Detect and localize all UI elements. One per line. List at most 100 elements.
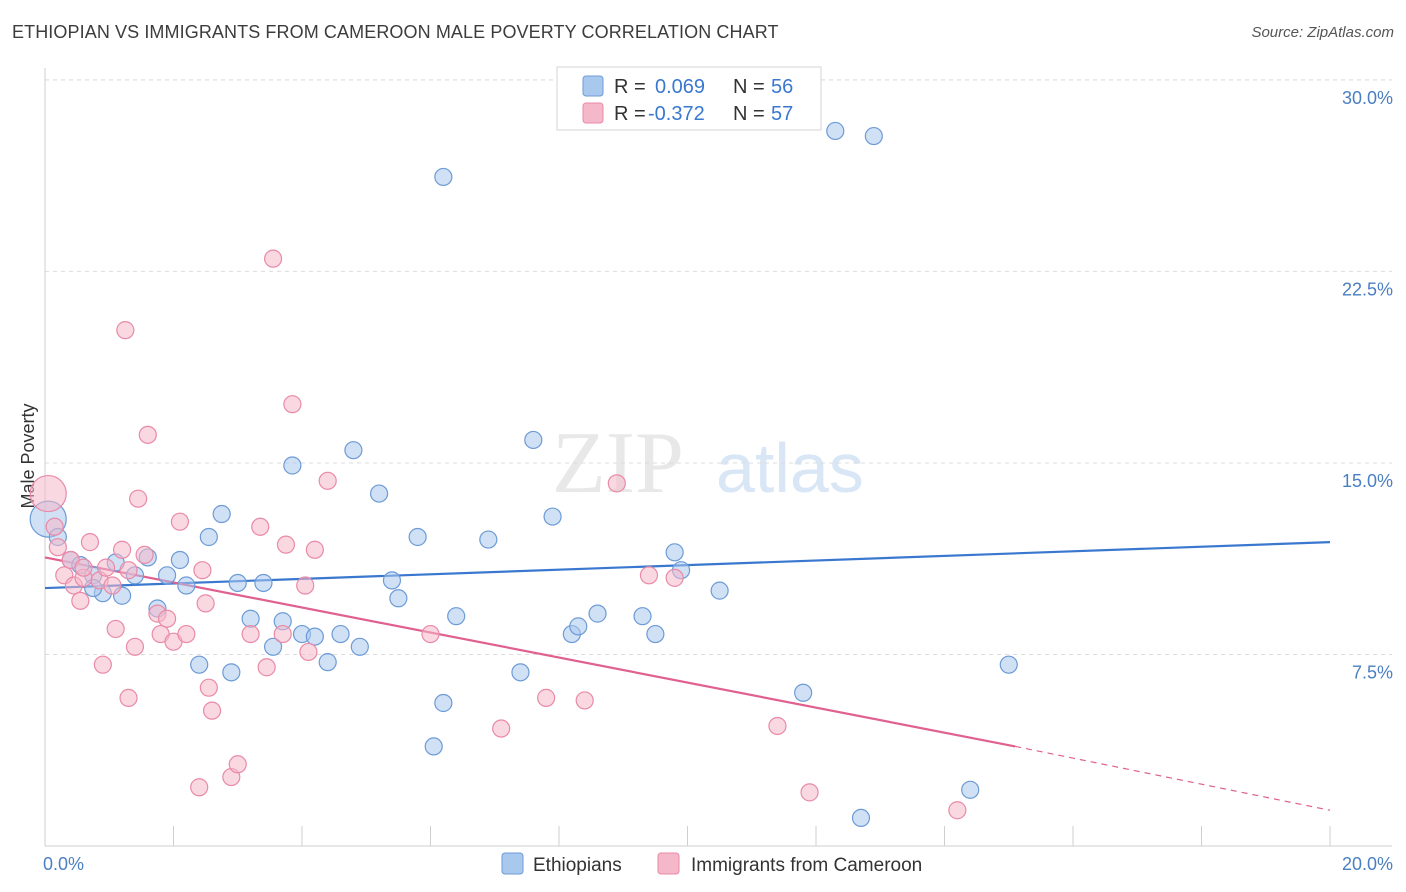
ethiopian-point	[961, 780, 980, 799]
cameroon-point	[263, 249, 283, 268]
top-legend: R = 0.069 N = 56 R = -0.372 N = 57	[556, 66, 822, 131]
bottom-legend-label-cameroon: Immigrants from Cameroon	[691, 855, 922, 876]
bottom-legend-label-ethiopians: Ethiopians	[533, 855, 622, 876]
chart-source: Source: ZipAtlas.com	[1251, 24, 1394, 41]
ethiopian-point	[331, 624, 350, 644]
ethiopian-point	[241, 609, 260, 628]
ethiopian-point	[524, 430, 543, 450]
ethiopian-point	[170, 550, 190, 570]
ethiopian-point	[408, 527, 427, 547]
cameroon-point	[170, 512, 190, 531]
y-tick-label: 7.5%	[1352, 662, 1393, 682]
data-points	[29, 121, 1018, 828]
legend-n-label-ethiopians: N =	[733, 76, 765, 98]
cameroon-point	[421, 624, 440, 644]
cameroon-point	[190, 778, 209, 797]
cameroon-point	[116, 321, 135, 340]
ethiopian-point	[710, 581, 729, 600]
legend-r-value-ethiopians: 0.069	[655, 76, 705, 98]
cameroon-point	[96, 558, 116, 577]
ethiopian-point	[389, 589, 408, 608]
cameroon-point	[119, 561, 138, 580]
cameroon-point	[138, 425, 157, 444]
cameroon-point	[106, 619, 125, 639]
cameroon-point	[665, 568, 684, 587]
axes	[44, 68, 1392, 847]
cameroon-point	[768, 716, 787, 736]
ethiopian-point	[263, 637, 283, 656]
ethiopian-point	[318, 653, 337, 672]
legend-swatch-ethiopians	[582, 75, 604, 97]
cameroon-point	[135, 545, 154, 564]
cameroon-point	[196, 594, 215, 613]
ethiopian-point	[199, 527, 218, 547]
chart-title: ETHIOPIAN VS IMMIGRANTS FROM CAMEROON MA…	[12, 22, 779, 42]
ethiopian-point	[254, 573, 273, 593]
cameroon-point	[283, 395, 302, 414]
cameroon-point	[276, 535, 296, 554]
legend-r-value-cameroon: -0.372	[648, 103, 705, 125]
cameroon-point	[305, 540, 324, 559]
watermark: ZIP atlas	[552, 415, 864, 512]
ethiopian-point	[157, 566, 177, 585]
bottom-legend-swatch-ethiopians	[501, 852, 524, 875]
watermark-atlas: atlas	[716, 429, 864, 507]
ethiopian-point	[434, 693, 453, 713]
cameroon-point	[45, 517, 64, 536]
ethiopian-point	[864, 126, 883, 146]
cameroon-point	[251, 517, 270, 536]
cameroon-point	[318, 471, 337, 490]
bottom-legend: Ethiopians Immigrants from Cameroon	[501, 852, 922, 876]
ethiopian-point	[370, 484, 389, 503]
ethiopian-point	[447, 607, 466, 626]
cameroon-point	[112, 540, 132, 559]
cameroon-point	[103, 576, 122, 595]
trend-line-cameroon	[44, 556, 1016, 748]
cameroon-point	[273, 624, 292, 644]
cameroon-point	[296, 576, 315, 595]
ethiopian-point	[190, 655, 209, 674]
ethiopian-point	[212, 504, 231, 524]
y-tick-label: 22.5%	[1342, 279, 1393, 299]
gridlines	[45, 79, 1392, 655]
x-tick-label: 0.0%	[43, 854, 84, 874]
ethiopian-point	[826, 121, 845, 141]
cameroon-point	[48, 538, 67, 557]
legend-r-label-ethiopians: R =	[614, 76, 646, 98]
ethiopian-point	[305, 627, 324, 646]
cameroon-point	[71, 591, 90, 610]
y-tick-label: 30.0%	[1342, 88, 1393, 108]
trend-line-cameroon-extrapolated	[1015, 745, 1331, 811]
ethiopian-point	[479, 530, 498, 549]
ethiopian-point	[382, 571, 402, 590]
tick-labels: 7.5% 15.0% 22.5% 30.0% 0.0% 20.0%	[43, 88, 1393, 874]
cameroon-point	[228, 755, 247, 774]
cameroon-point	[575, 691, 594, 710]
ethiopian-point	[851, 808, 871, 828]
cameroon-point	[639, 566, 659, 585]
cameroon-point	[299, 642, 318, 662]
watermark-zip: ZIP	[552, 415, 684, 512]
cameroon-point	[177, 624, 196, 644]
x-tick-label: 20.0%	[1342, 854, 1393, 874]
ethiopian-point	[588, 604, 607, 623]
legend-swatch-cameroon	[582, 102, 604, 124]
cameroon-point	[119, 688, 138, 707]
ethiopian-point	[665, 543, 684, 562]
cameroon-point	[129, 489, 148, 508]
legend-n-value-cameroon: 57	[771, 103, 793, 125]
cameroon-point	[93, 655, 112, 674]
ethiopian-point	[434, 167, 453, 187]
cameroon-point	[241, 624, 260, 644]
cameroon-point	[125, 637, 145, 656]
ethiopian-point	[646, 624, 665, 644]
legend-r-label-cameroon: R =	[614, 103, 646, 125]
cameroon-point	[202, 701, 222, 720]
ethiopian-point	[222, 663, 241, 682]
cameroon-point	[157, 609, 177, 628]
ethiopian-point	[283, 456, 302, 475]
y-tick-label: 15.0%	[1342, 471, 1393, 491]
y-axis-title: Male Poverty	[18, 403, 38, 508]
legend-n-label-cameroon: N =	[733, 103, 765, 125]
